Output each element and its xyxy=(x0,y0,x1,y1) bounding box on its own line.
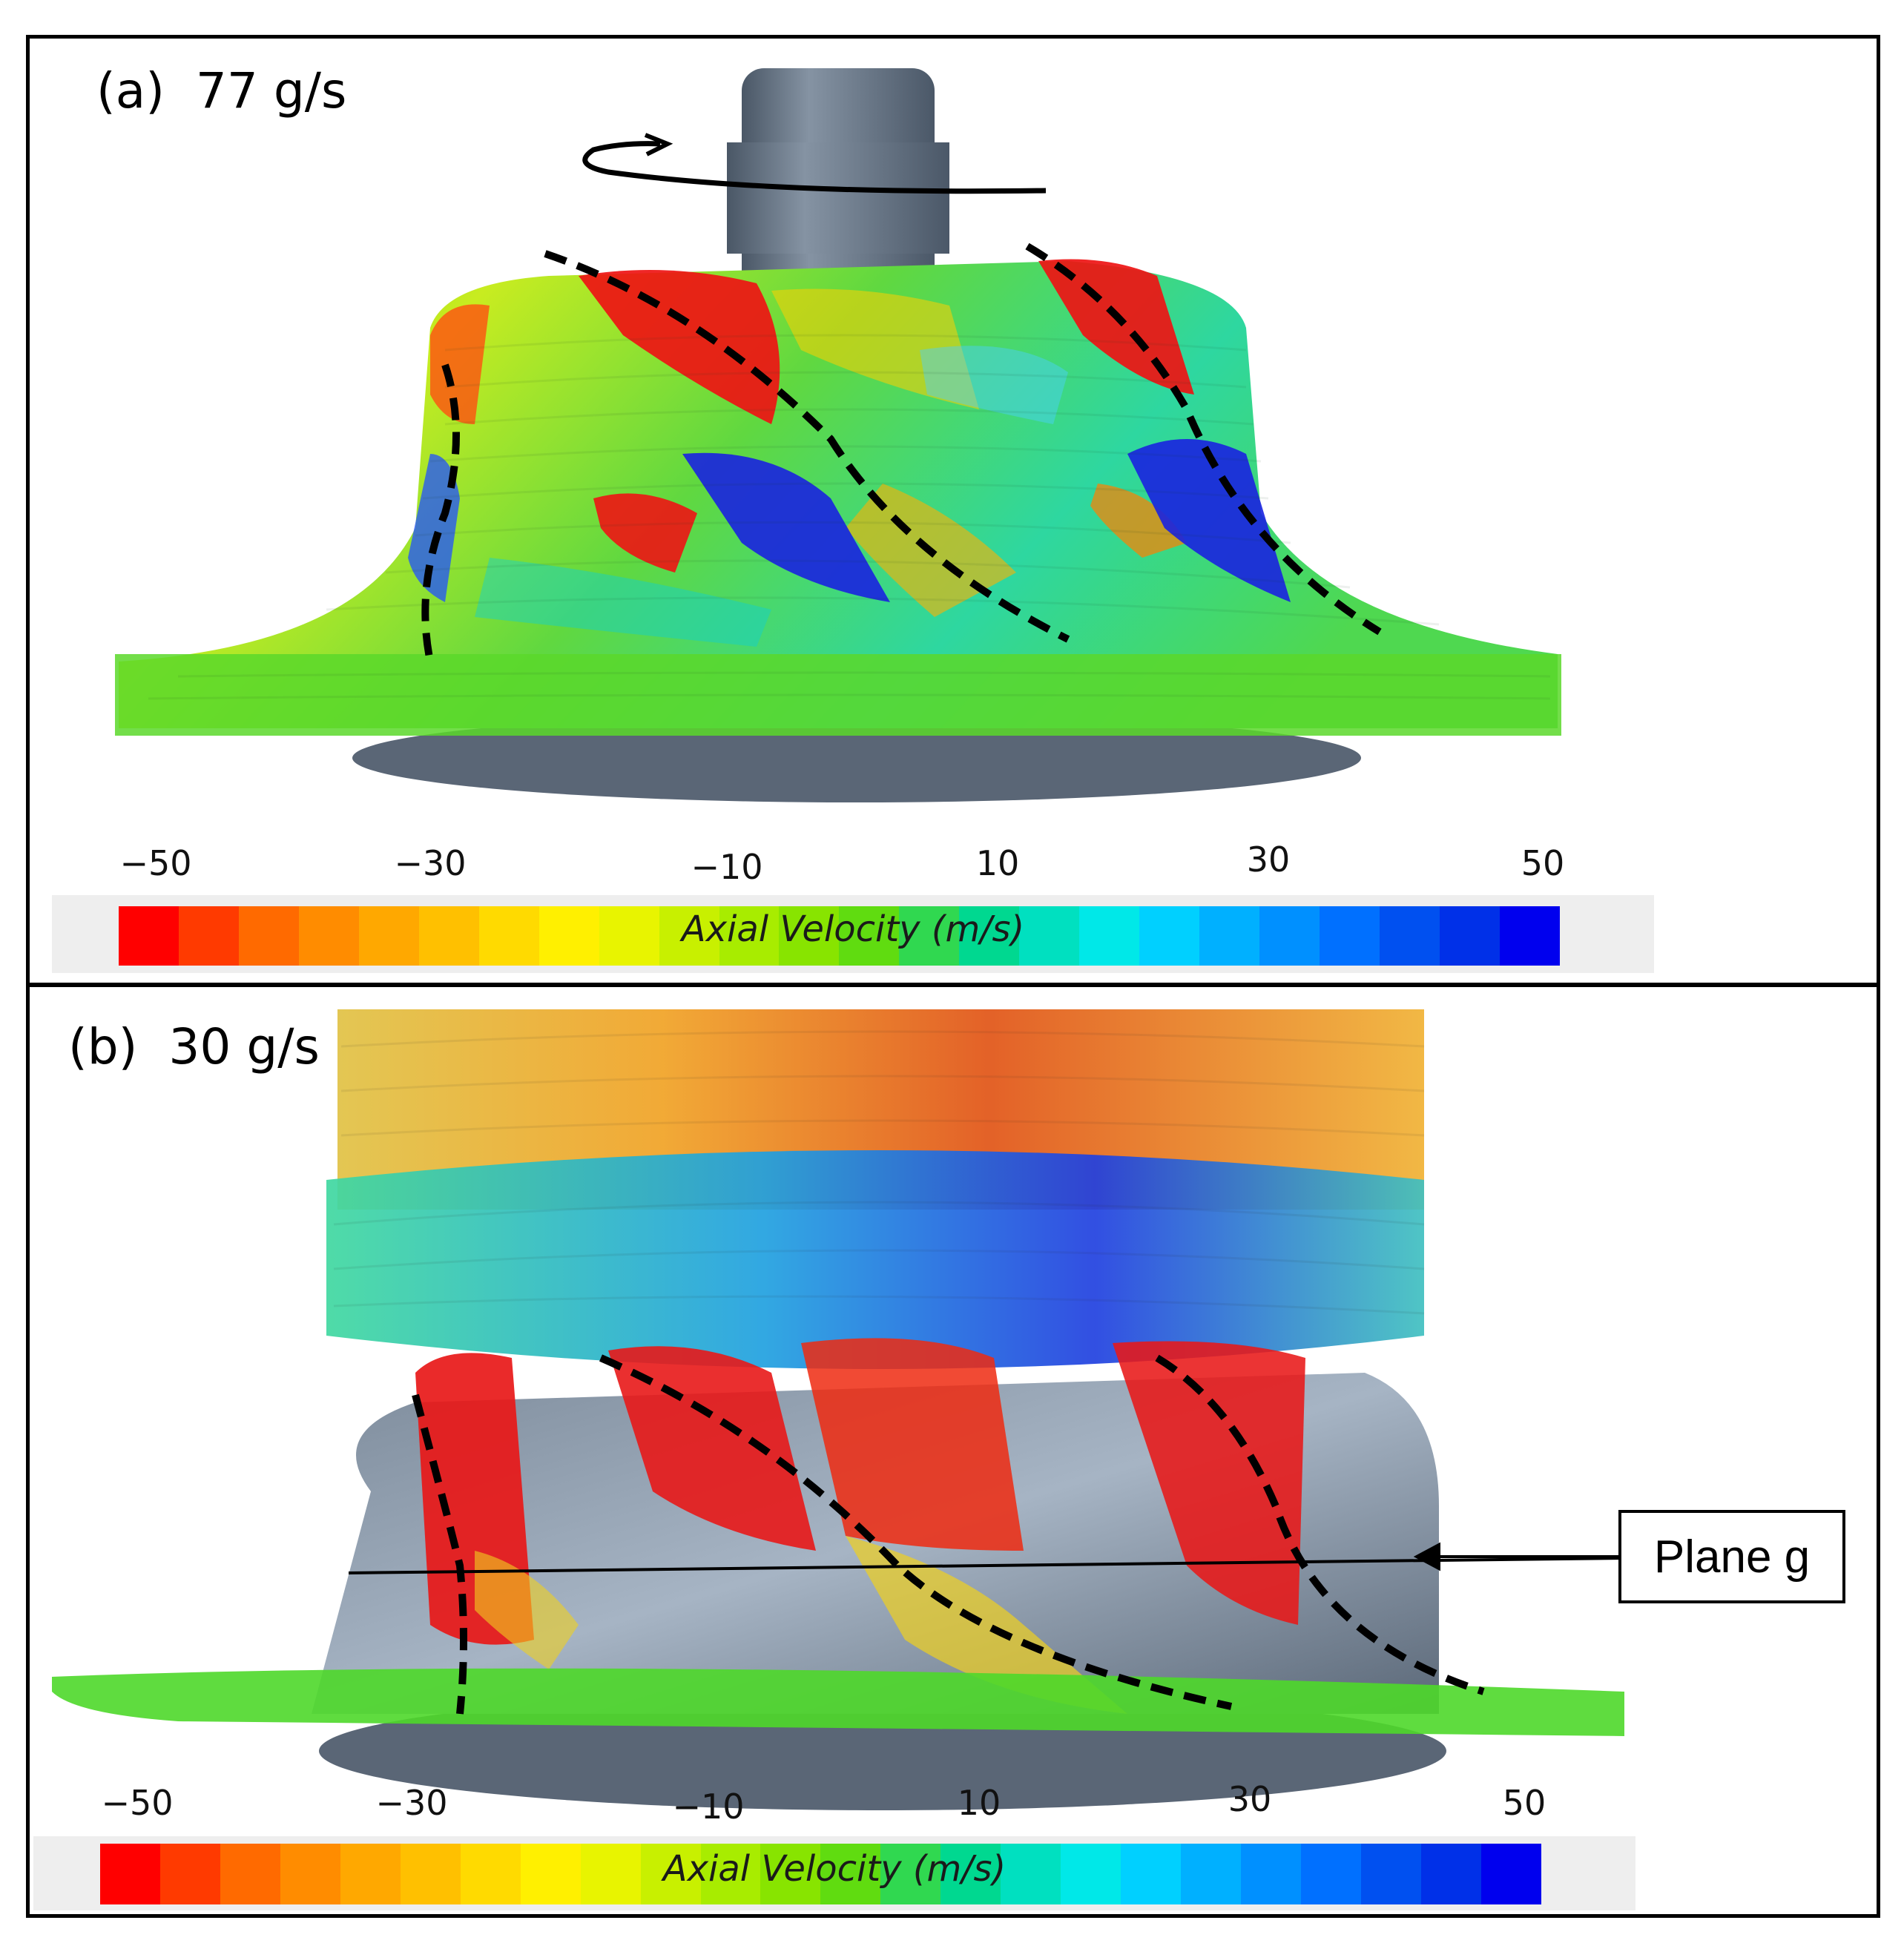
colorbar-a-tick: −50 xyxy=(119,843,192,883)
colorbar-swatch xyxy=(1259,906,1320,966)
colorbar-swatch xyxy=(1139,906,1200,966)
colorbar-a-swatches xyxy=(119,906,1560,966)
colorbar-swatch xyxy=(220,1844,280,1904)
colorbar-swatch xyxy=(1320,906,1380,966)
colorbar-swatch xyxy=(298,906,359,966)
colorbar-swatch xyxy=(238,906,299,966)
colorbar-swatch xyxy=(1301,1844,1362,1904)
colorbar-swatch xyxy=(1380,906,1440,966)
colorbar-swatch xyxy=(1499,906,1560,966)
colorbar-swatch xyxy=(959,906,1020,966)
colorbar-a-tick: 10 xyxy=(975,843,1020,883)
colorbar-swatch xyxy=(119,906,179,966)
colorbar-swatch xyxy=(1061,1844,1121,1904)
colorbar-swatch xyxy=(700,1844,761,1904)
colorbar-a-tick: 50 xyxy=(1521,843,1565,883)
panel-a-label: (a) 77 g/s xyxy=(96,62,347,119)
colorbar-a-tick: −30 xyxy=(394,843,467,883)
colorbar-swatch xyxy=(719,906,780,966)
colorbar-swatch xyxy=(779,906,840,966)
colorbar-swatch xyxy=(659,906,719,966)
colorbar-swatch xyxy=(1361,1844,1421,1904)
colorbar-swatch xyxy=(1079,906,1140,966)
impeller-streamlines-77 xyxy=(115,68,1561,802)
colorbar-swatch xyxy=(418,906,479,966)
colorbar-a-tick: 30 xyxy=(1246,840,1291,880)
colorbar-b-tick: −50 xyxy=(101,1783,174,1823)
colorbar-swatch xyxy=(1199,906,1260,966)
plane-g-line xyxy=(348,1557,1625,1574)
colorbar-swatch xyxy=(178,906,239,966)
blade-edge-lines xyxy=(421,243,1382,662)
colorbar-swatch xyxy=(640,1844,701,1904)
colorbar-swatch xyxy=(1439,906,1500,966)
colorbar-swatch xyxy=(159,1844,220,1904)
colorbar-swatch xyxy=(1019,906,1080,966)
colorbar-a-title: Axial Velocity (m/s) xyxy=(681,908,1025,950)
colorbar-swatch xyxy=(599,906,659,966)
colorbar-b-tick: 10 xyxy=(957,1783,1001,1823)
rotation-arrow xyxy=(582,133,1047,194)
colorbar-a-tick: −10 xyxy=(691,847,763,887)
colorbar-swatch xyxy=(400,1844,461,1904)
colorbar-b-tick: 30 xyxy=(1228,1779,1272,1819)
colorbar-swatch xyxy=(1420,1844,1481,1904)
colorbar-b: Axial Velocity (m/s) −50 −30 −10 10 30 5… xyxy=(33,1779,1635,1914)
colorbar-swatch xyxy=(280,1844,340,1904)
colorbar-b-tick: 50 xyxy=(1502,1783,1546,1823)
plane-g-arrow xyxy=(1413,1542,1622,1571)
colorbar-swatch xyxy=(760,1844,821,1904)
colorbar-swatch xyxy=(839,906,900,966)
colorbar-a: Axial Velocity (m/s) −50 −30 −10 10 30 5… xyxy=(52,840,1654,973)
blade-edge-lines xyxy=(412,1354,1485,1715)
colorbar-b-swatches xyxy=(100,1844,1541,1904)
colorbar-swatch xyxy=(580,1844,641,1904)
panel-b: (b) 30 g/s Axial Velocity (m/s) −50 −30 … xyxy=(26,983,1880,1918)
colorbar-swatch xyxy=(1121,1844,1182,1904)
colorbar-swatch xyxy=(1480,1844,1541,1904)
colorbar-swatch xyxy=(358,906,419,966)
colorbar-swatch xyxy=(1001,1844,1061,1904)
colorbar-swatch xyxy=(899,906,960,966)
plane-g-callout: Plane g xyxy=(1618,1510,1845,1603)
colorbar-b-tick: −10 xyxy=(672,1787,745,1827)
panel-b-label: (b) 30 g/s xyxy=(68,1018,320,1075)
colorbar-swatch xyxy=(478,906,539,966)
colorbar-swatch xyxy=(100,1844,160,1904)
colorbar-swatch xyxy=(880,1844,941,1904)
panel-a: (a) 77 g/s Axial Velocity (m/s) −50 −30 … xyxy=(26,35,1880,986)
colorbar-b-tick: −30 xyxy=(375,1783,448,1823)
colorbar-swatch xyxy=(1181,1844,1242,1904)
colorbar-b-title: Axial Velocity (m/s) xyxy=(662,1848,1007,1890)
colorbar-swatch xyxy=(941,1844,1001,1904)
colorbar-swatch xyxy=(820,1844,881,1904)
colorbar-swatch xyxy=(460,1844,521,1904)
colorbar-swatch xyxy=(538,906,599,966)
colorbar-swatch xyxy=(520,1844,581,1904)
colorbar-swatch xyxy=(1241,1844,1302,1904)
colorbar-swatch xyxy=(340,1844,401,1904)
impeller-streamlines-30 xyxy=(52,1009,1625,1810)
